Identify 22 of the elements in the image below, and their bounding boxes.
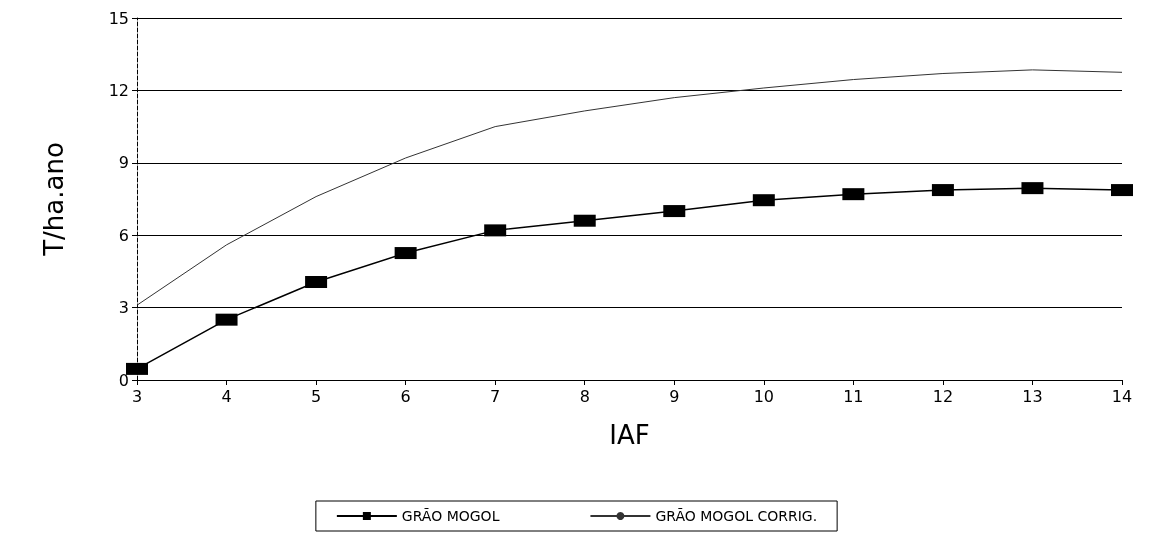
legend-label: GRÃO MOGOL <box>401 508 500 524</box>
y-tick-label: 6 <box>118 225 129 245</box>
y-tick-label: 12 <box>108 80 129 100</box>
x-tick-label: 10 <box>753 386 774 406</box>
x-tick-label: 5 <box>311 386 322 406</box>
x-tick-label: 3 <box>131 386 143 406</box>
x-tick-label: 14 <box>1111 386 1133 406</box>
y-tick-label: 3 <box>118 298 129 318</box>
x-tick-label: 12 <box>932 386 954 406</box>
y-tick-label: 9 <box>118 153 129 173</box>
x-axis-title: IAF <box>609 420 650 450</box>
x-tick-label: 11 <box>843 386 864 406</box>
y-tick-label: 15 <box>108 8 129 28</box>
x-tick-label: 4 <box>221 386 232 406</box>
x-tick-label: 7 <box>490 386 501 406</box>
y-tick-label: 0 <box>118 370 129 390</box>
legend-label: GRÃO MOGOL CORRIG. <box>655 508 818 524</box>
x-tick-label: 9 <box>669 386 680 406</box>
x-tick-label: 6 <box>400 386 411 406</box>
x-tick-label: 13 <box>1022 386 1043 406</box>
x-tick-label: 8 <box>579 386 590 406</box>
y-axis-title: T/ha.ano <box>39 142 69 257</box>
